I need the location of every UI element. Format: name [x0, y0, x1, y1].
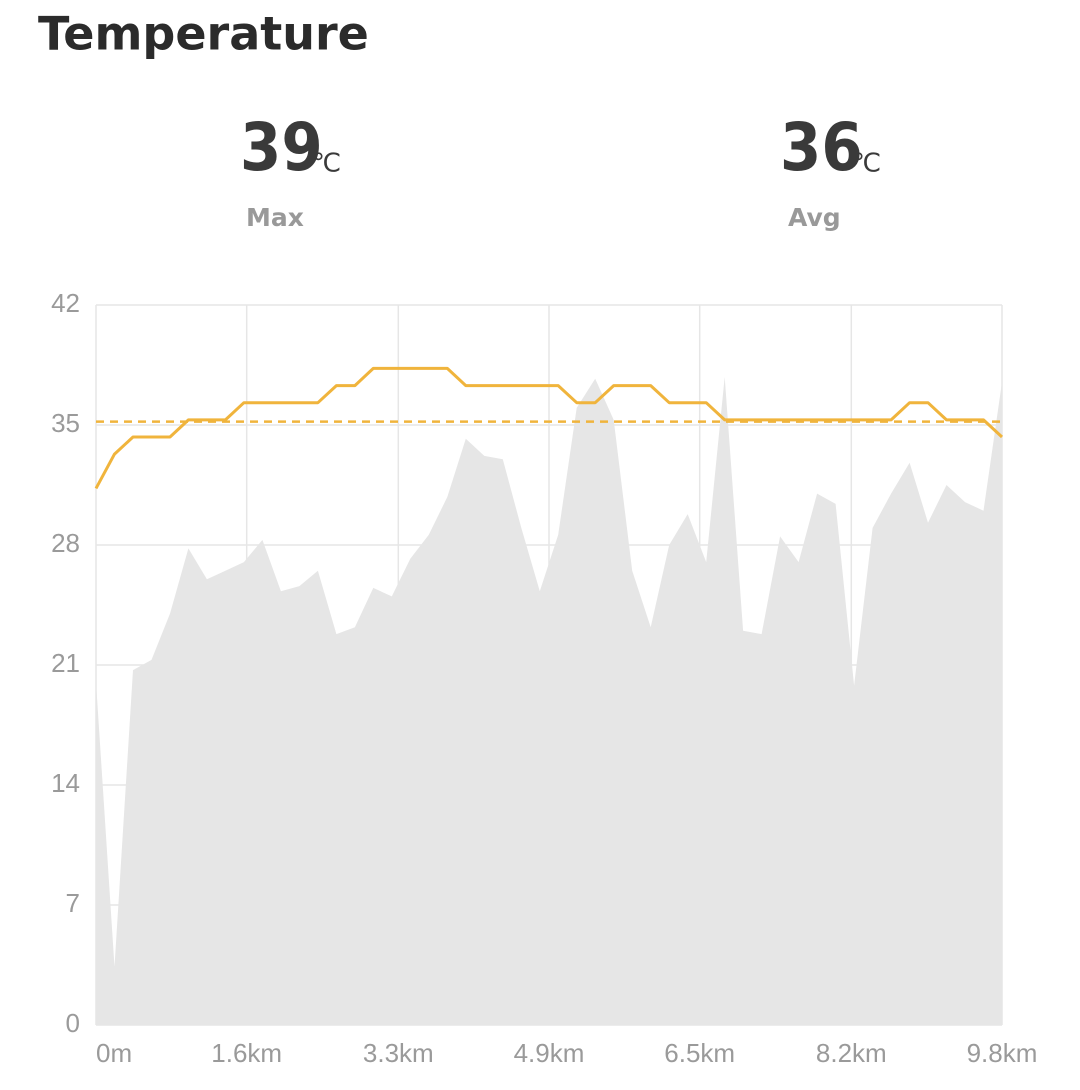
x-tick-label: 3.3km: [363, 1038, 434, 1068]
title: Temperature: [38, 7, 369, 61]
y-tick-label: 35: [51, 408, 80, 438]
y-tick-label: 7: [66, 888, 80, 918]
stat-unit: ℃: [312, 149, 341, 179]
plot: 0 7 14 21 28 35 42 0m 1.6km 3.3km 4.9km 6.5km 8.2km 9…: [51, 288, 1037, 1068]
x-tick-label: 6.5km: [664, 1038, 735, 1068]
y-tick-label: 21: [51, 648, 80, 678]
stat-label: Max: [246, 203, 304, 232]
x-tick-label: 9.8km: [967, 1038, 1038, 1068]
stat-value: 36: [780, 109, 863, 186]
y-tick-label: 14: [51, 768, 80, 798]
stat-unit: ℃: [852, 149, 881, 179]
y-tick-label: 42: [51, 288, 80, 318]
line: [94, 366, 1004, 490]
x-tick-label: 4.9km: [514, 1038, 585, 1068]
stat-label: Avg: [788, 203, 841, 232]
y-tick-label: 0: [66, 1008, 80, 1038]
x-tick-label: 8.2km: [816, 1038, 887, 1068]
x-tick-label: 0m: [96, 1038, 132, 1068]
stat-value: 39: [240, 109, 323, 186]
x-tick-label: 1.6km: [211, 1038, 282, 1068]
y-tick-label: 28: [51, 528, 80, 558]
